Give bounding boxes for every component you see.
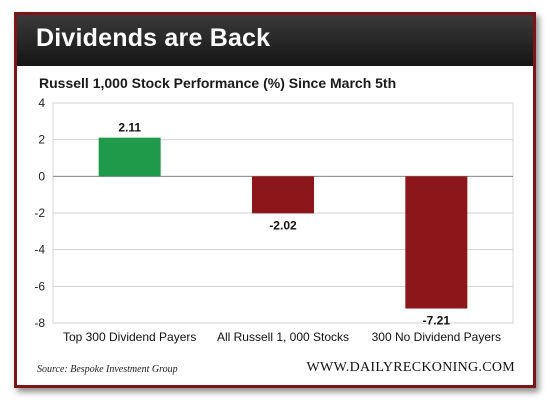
chart-frame: Dividends are Back Russell 1,000 Stock P… (14, 12, 536, 388)
y-tick-label: 2 (38, 133, 45, 147)
bar-chart: 4 2 0 -2 -4 -6 -8 2.11 Top 300 Dividend Payers -2… (34, 96, 514, 344)
data-label: -7.21 (423, 314, 451, 328)
bar (252, 176, 314, 214)
data-label: -2.02 (269, 218, 297, 232)
source-note: Source: Bespoke Investment Group (37, 364, 178, 375)
chart-title: Russell 1,000 Stock Performance (%) Sinc… (39, 75, 397, 91)
x-tick-label: Top 300 Dividend Payers (63, 330, 196, 344)
y-tick-label: -2 (34, 206, 45, 220)
data-label: 2.11 (118, 121, 141, 135)
x-tick-label: All Russell 1, 000 Stocks (217, 330, 349, 344)
brand-url: WWW.DAILYRECKONING.COM (306, 360, 515, 375)
y-tick-label: -6 (34, 279, 45, 293)
y-tick-label: -8 (34, 316, 45, 330)
bar (98, 137, 161, 177)
y-tick-label: -4 (34, 243, 45, 257)
y-tick-label: 4 (38, 96, 45, 110)
bar (405, 176, 468, 309)
banner-title: Dividends are Back (36, 24, 271, 52)
title-banner: Dividends are Back (17, 15, 533, 66)
y-tick-label: 0 (38, 169, 45, 183)
x-tick-label: 300 No Dividend Payers (372, 330, 501, 344)
